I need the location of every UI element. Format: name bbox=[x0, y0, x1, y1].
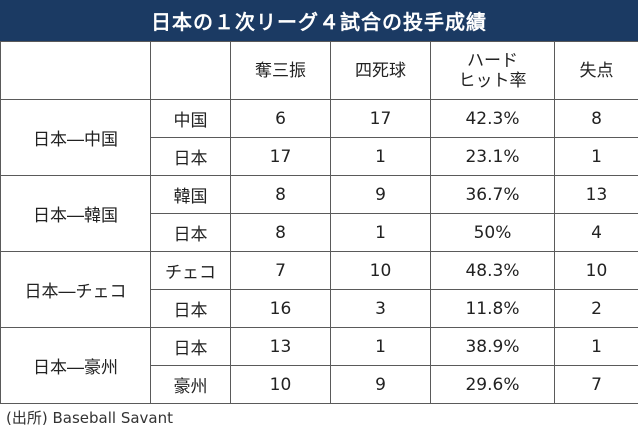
source-note: (出所) Baseball Savant bbox=[6, 409, 173, 427]
walks-cell: 1 bbox=[330, 327, 431, 366]
hard-hit-rate-cell: 23.1% bbox=[430, 137, 555, 176]
runs-cell: 1 bbox=[554, 327, 638, 366]
table-row: 日本―豪州 日本 13 1 38.9% 1 bbox=[0, 327, 638, 404]
walks-cell: 1 bbox=[330, 137, 431, 176]
strikeouts-cell: 17 bbox=[230, 137, 331, 176]
hard-hit-rate-cell: 48.3% bbox=[430, 251, 555, 290]
team-cell: チェコ bbox=[150, 251, 231, 290]
matchup-label: 日本―豪州 bbox=[0, 327, 151, 404]
table-row: 日本 17 1 23.1% 1 bbox=[1, 137, 638, 176]
strikeouts-cell: 6 bbox=[230, 99, 331, 138]
hard-hit-rate-cell: 29.6% bbox=[430, 365, 555, 404]
team-cell: 韓国 bbox=[150, 175, 231, 214]
hard-hit-rate-cell: 50% bbox=[430, 213, 555, 252]
walks-cell: 9 bbox=[330, 365, 431, 404]
table-title: 日本の１次リーグ４試合の投手成績 bbox=[0, 0, 638, 41]
matchup-label: 日本―韓国 bbox=[0, 175, 151, 252]
table-row: 日本―チェコ チェコ 7 10 48.3% 10 bbox=[0, 251, 638, 328]
hard-hit-rate-cell: 11.8% bbox=[430, 289, 555, 328]
hard-hit-rate-cell: 36.7% bbox=[430, 175, 555, 214]
runs-cell: 8 bbox=[554, 99, 638, 138]
runs-cell: 2 bbox=[554, 289, 638, 328]
matchup-label: 日本―チェコ bbox=[0, 251, 151, 328]
strikeouts-cell: 16 bbox=[230, 289, 331, 328]
strikeouts-cell: 7 bbox=[230, 251, 331, 290]
runs-cell: 4 bbox=[554, 213, 638, 252]
runs-cell: 10 bbox=[554, 251, 638, 290]
strikeouts-cell: 10 bbox=[230, 365, 331, 404]
matchup-label: 日本―中国 bbox=[0, 99, 151, 176]
pitching-stats-table: 奪三振 四死球 ハード ヒット率 失点 日本―中国 中国 6 17 42.3% … bbox=[0, 41, 638, 404]
column-header-team bbox=[150, 41, 231, 100]
column-header-walks: 四死球 bbox=[330, 41, 431, 100]
column-header-strikeouts: 奪三振 bbox=[230, 41, 331, 100]
strikeouts-cell: 8 bbox=[230, 213, 331, 252]
runs-cell: 1 bbox=[554, 137, 638, 176]
header-row: 奪三振 四死球 ハード ヒット率 失点 bbox=[0, 41, 638, 100]
strikeouts-cell: 13 bbox=[230, 327, 331, 366]
table-row: 豪州 10 9 29.6% 7 bbox=[1, 365, 638, 404]
team-cell: 日本 bbox=[150, 137, 231, 176]
walks-cell: 1 bbox=[330, 213, 431, 252]
team-cell: 日本 bbox=[150, 327, 231, 366]
hard-hit-rate-cell: 38.9% bbox=[430, 327, 555, 366]
team-cell: 日本 bbox=[150, 289, 231, 328]
walks-cell: 17 bbox=[330, 99, 431, 138]
hard-hit-rate-cell: 42.3% bbox=[430, 99, 555, 138]
team-cell: 豪州 bbox=[150, 365, 231, 404]
column-header-hard-hit-rate: ハード ヒット率 bbox=[430, 41, 555, 100]
strikeouts-cell: 8 bbox=[230, 175, 331, 214]
runs-cell: 7 bbox=[554, 365, 638, 404]
team-cell: 中国 bbox=[150, 99, 231, 138]
walks-cell: 3 bbox=[330, 289, 431, 328]
table-row: 日本―韓国 韓国 8 9 36.7% 13 bbox=[0, 175, 638, 252]
table-row: 日本―中国 中国 6 17 42.3% 8 bbox=[0, 99, 638, 176]
walks-cell: 9 bbox=[330, 175, 431, 214]
team-cell: 日本 bbox=[150, 213, 231, 252]
runs-cell: 13 bbox=[554, 175, 638, 214]
walks-cell: 10 bbox=[330, 251, 431, 290]
column-header-matchup bbox=[0, 41, 151, 100]
column-header-runs: 失点 bbox=[554, 41, 638, 100]
